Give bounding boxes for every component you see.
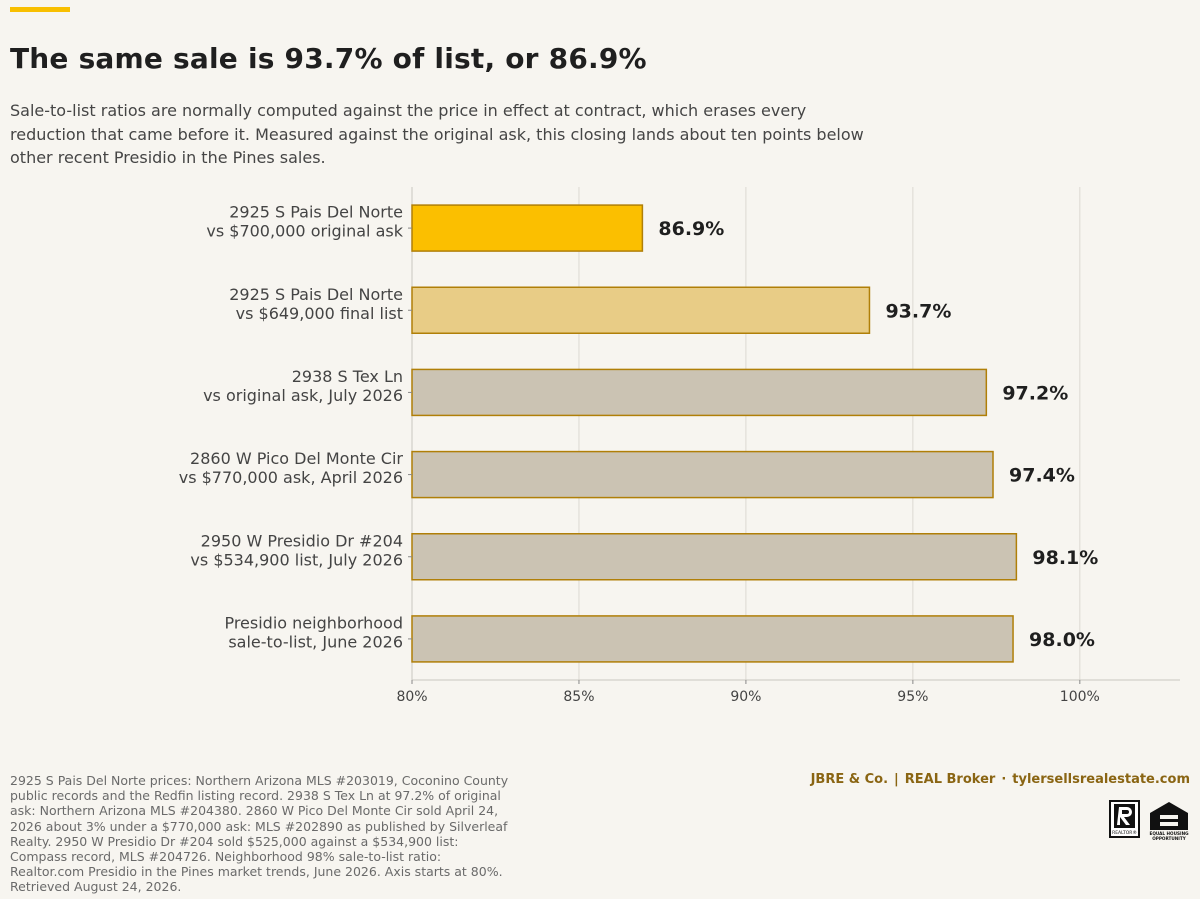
brand-divider: | xyxy=(894,772,899,787)
source-note: 2925 S Pais Del Norte prices: Northern A… xyxy=(10,773,509,895)
x-tick-label: 90% xyxy=(730,689,761,705)
brand-name: JBRE & Co. xyxy=(810,772,889,787)
equal-housing-line-2: OPPORTUNITY xyxy=(1152,836,1186,841)
category-label: 2938 S Tex Ln xyxy=(292,367,403,386)
realtor-mark-text: REALTOR® xyxy=(1112,829,1137,836)
category-label: Presidio neighborhood xyxy=(224,613,403,632)
compliance-logos: REALTOR® EQUAL HOUSING OPPORTUNITY xyxy=(1109,800,1190,842)
category-label: 2860 W Pico Del Monte Cir xyxy=(190,449,403,468)
bar-value-label: 98.1% xyxy=(1032,547,1098,569)
bar-value-label: 86.9% xyxy=(658,218,724,240)
category-label: sale-to-list, June 2026 xyxy=(228,632,403,651)
brand-broker: REAL Broker xyxy=(904,772,996,787)
bar-value-label: 93.7% xyxy=(885,300,951,322)
bar xyxy=(411,533,1018,581)
category-label: vs $770,000 ask, April 2026 xyxy=(179,468,403,487)
bar xyxy=(411,368,988,417)
brand-line: JBRE & Co. | REAL Broker · tylersellsrealest… xyxy=(811,772,1190,787)
bar-value-label: 97.2% xyxy=(1002,382,1068,404)
category-label: vs original ask, July 2026 xyxy=(203,386,403,405)
category-label: vs $700,000 original ask xyxy=(206,222,403,241)
x-tick-label: 85% xyxy=(563,689,594,705)
bar-chart: 80% 85% 90% 95% 100% 86.9% 2925 S Pais Del Nor… xyxy=(179,187,1180,705)
brand-site: tylersellsrealestate.com xyxy=(1012,772,1190,787)
bar xyxy=(411,615,1014,663)
bar xyxy=(411,450,994,499)
bar xyxy=(411,286,871,334)
realtor-r-icon: REALTOR® xyxy=(1109,800,1140,838)
category-label: 2925 S Pais Del Norte xyxy=(229,285,403,304)
x-tick-label: 100% xyxy=(1060,689,1100,705)
bar-value-label: 98.0% xyxy=(1029,629,1095,651)
equal-housing-line-1: EQUAL HOUSING xyxy=(1149,831,1189,836)
brand-dot: · xyxy=(1001,772,1007,787)
accent-rule xyxy=(10,7,70,12)
category-label: vs $534,900 list, July 2026 xyxy=(190,550,403,569)
equal-housing-house-icon: EQUAL HOUSING OPPORTUNITY xyxy=(1149,802,1189,841)
category-label: 2925 S Pais Del Norte xyxy=(229,203,403,222)
category-label: 2950 W Presidio Dr #204 xyxy=(201,531,403,550)
bar xyxy=(411,204,644,252)
bar-value-label: 97.4% xyxy=(1009,465,1075,487)
page-subtitle: Sale-to-list ratios are normally compute… xyxy=(10,101,864,167)
category-label: vs $649,000 final list xyxy=(236,304,403,323)
x-tick-label: 80% xyxy=(396,689,427,705)
x-tick-label: 95% xyxy=(897,689,928,705)
page-title: The same sale is 93.7% of list, or 86.9% xyxy=(10,42,647,75)
